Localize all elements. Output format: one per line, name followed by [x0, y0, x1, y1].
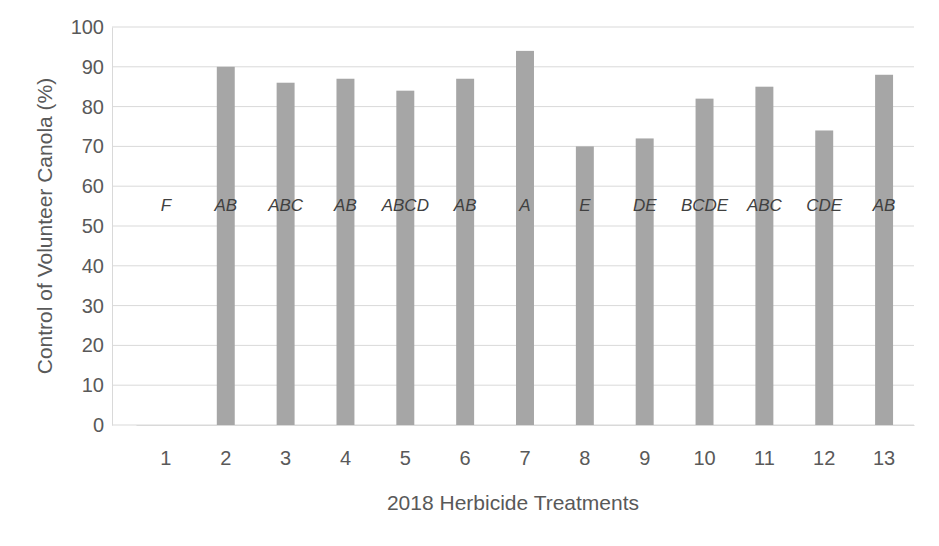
x-tick-label: 2 [220, 447, 231, 469]
bar [696, 99, 714, 425]
y-axis: 0 10 20 30 40 50 60 70 80 90 100 [71, 16, 113, 436]
y-tick-label: 60 [82, 175, 104, 197]
bar [217, 67, 235, 425]
x-tick-label: 3 [280, 447, 291, 469]
bar [875, 75, 893, 425]
y-axis-title: Control of Volunteer Canola (%) [33, 78, 56, 375]
bar [815, 130, 833, 425]
bar [755, 87, 773, 425]
y-tick: 10 [82, 374, 112, 396]
x-tick: 4 [340, 425, 351, 469]
annotation: A [518, 196, 530, 215]
y-tick-label: 10 [82, 374, 104, 396]
x-tick: 11 [754, 425, 775, 469]
x-tick-label: 6 [460, 447, 471, 469]
y-tick-label: 70 [82, 135, 104, 157]
annotation: AB [213, 196, 237, 215]
y-tick: 20 [82, 334, 112, 356]
annotation: CDE [806, 196, 843, 215]
annotation: ABCD [381, 196, 429, 215]
x-tick: 3 [280, 425, 291, 469]
grid-line [112, 27, 914, 28]
y-tick-label: 40 [82, 255, 104, 277]
bar [456, 79, 474, 425]
x-tick-label: 5 [400, 447, 411, 469]
x-axis: 12345678910111213 [137, 425, 915, 469]
x-tick-label: 7 [519, 447, 530, 469]
y-tick-label: 100 [71, 16, 104, 38]
bar [336, 79, 354, 425]
y-tick: 60 [82, 175, 112, 197]
x-tick-label: 10 [693, 447, 715, 469]
x-tick: 9 [639, 425, 650, 469]
chart: 010203040506070809010012345678910111213F… [0, 0, 939, 546]
bar [277, 83, 295, 425]
x-axis-line [137, 425, 915, 426]
x-tick-label: 12 [813, 447, 835, 469]
y-tick: 30 [82, 295, 112, 317]
bar [157, 425, 175, 426]
annotation: AB [333, 196, 357, 215]
x-axis-title: 2018 Herbicide Treatments [387, 491, 639, 514]
x-tick-label: 1 [160, 447, 171, 469]
annotation: BCDE [681, 196, 729, 215]
y-tick-label: 30 [82, 295, 104, 317]
x-tick: 2 [220, 425, 231, 469]
x-tick: 10 [693, 425, 715, 469]
x-tick: 6 [460, 425, 471, 469]
y-tick: 80 [82, 96, 112, 118]
x-tick-label: 8 [579, 447, 590, 469]
x-tick-label: 13 [873, 447, 895, 469]
bar [576, 146, 594, 425]
x-tick: 12 [813, 425, 835, 469]
x-tick-label: 4 [340, 447, 351, 469]
grid [112, 27, 914, 425]
x-tick-label: 9 [639, 447, 650, 469]
bars [217, 51, 893, 425]
y-tick: 90 [82, 56, 112, 78]
annotation: ABC [746, 196, 783, 215]
y-tick-label: 90 [82, 56, 104, 78]
y-tick: 100 [71, 16, 112, 38]
annotation: ABC [267, 196, 304, 215]
y-tick-label: 0 [93, 414, 104, 436]
y-tick: 70 [82, 135, 112, 157]
y-tick: 50 [82, 215, 112, 237]
y-tick-label: 80 [82, 96, 104, 118]
x-tick: 1 [160, 425, 171, 469]
annotation: DE [633, 196, 657, 215]
y-tick: 0 [93, 414, 112, 436]
y-tick-label: 50 [82, 215, 104, 237]
x-tick: 8 [579, 425, 590, 469]
bar [396, 91, 414, 425]
annotation: F [161, 196, 173, 215]
annotation: E [579, 196, 591, 215]
x-tick: 5 [400, 425, 411, 469]
y-tick-label: 20 [82, 334, 104, 356]
x-tick-label: 11 [754, 447, 775, 469]
annotation: AB [872, 196, 896, 215]
x-tick: 7 [519, 425, 530, 469]
annotation: AB [453, 196, 477, 215]
annotations: F AB ABC AB ABCD AB A E DE BCDE ABC CDE AB [161, 196, 896, 215]
y-tick: 40 [82, 255, 112, 277]
y-axis-line [112, 28, 113, 426]
bar [516, 51, 534, 425]
bar [636, 138, 654, 425]
x-tick: 13 [873, 425, 895, 469]
